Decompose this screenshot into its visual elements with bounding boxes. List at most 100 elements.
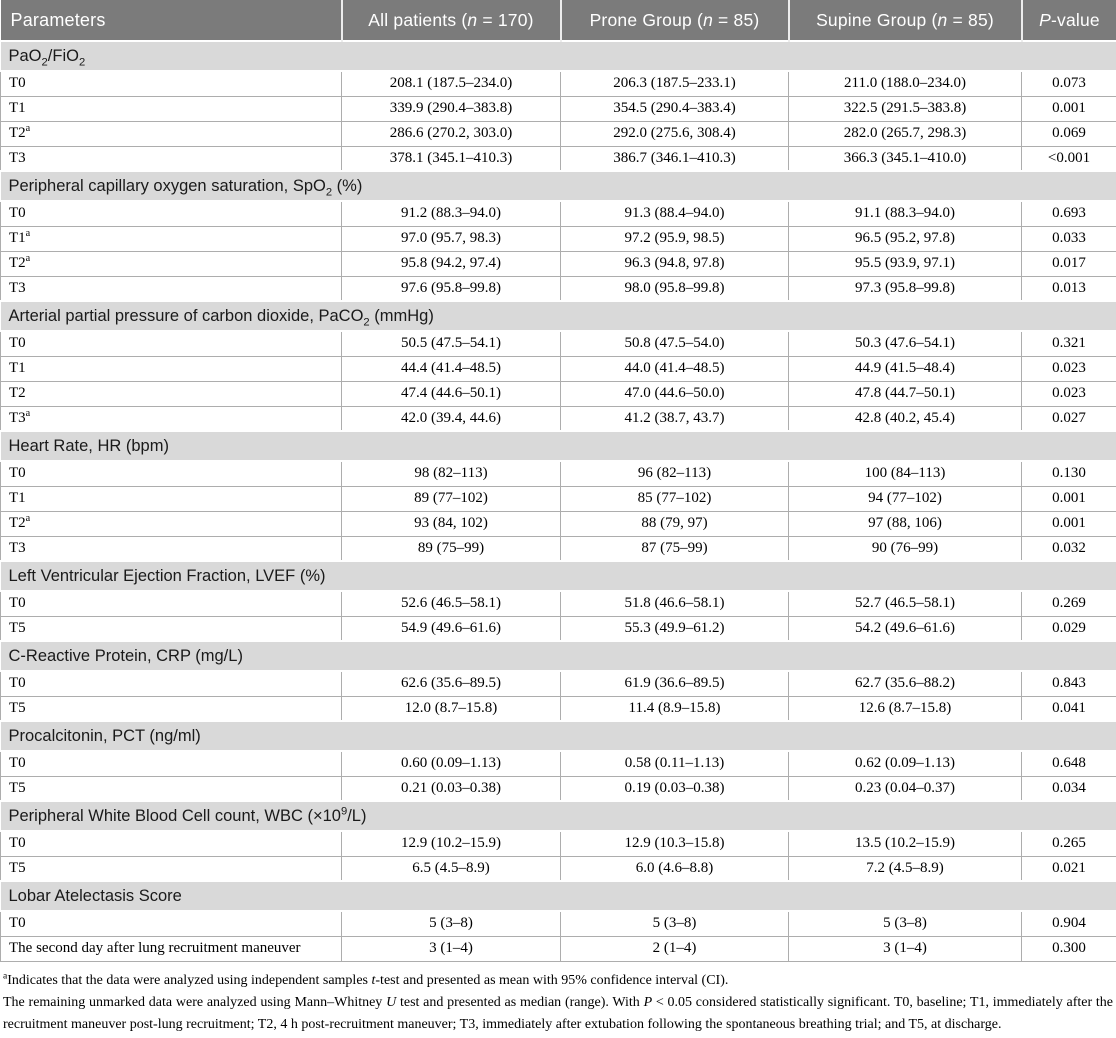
section-row: Procalcitonin, PCT (ng/ml) — [0, 720, 1116, 752]
value-cell: 286.6 (270.2, 303.0) — [341, 120, 561, 147]
row-label: T5 — [0, 855, 342, 882]
p-value-cell: 0.904 — [1021, 910, 1116, 937]
value-cell: 51.8 (46.6–58.1) — [560, 590, 789, 617]
section-header: C-Reactive Protein, CRP (mg/L) — [0, 640, 1116, 672]
table-row: T2 47.4 (44.6–50.1) 47.0 (44.6–50.0) 47.8 (… — [0, 380, 1116, 407]
row-label: T5 — [0, 695, 342, 722]
value-cell: 44.9 (41.5–48.4) — [788, 355, 1022, 382]
row-label: T0 — [0, 670, 342, 697]
p-value-cell: 0.021 — [1021, 855, 1116, 882]
section-header: Peripheral capillary oxygen saturation, … — [0, 170, 1116, 202]
p-value-cell: 0.001 — [1021, 95, 1116, 122]
value-cell: 97.3 (95.8–99.8) — [788, 275, 1022, 302]
table-row: T5 54.9 (49.6–61.6) 55.3 (49.9–61.2) 54.2 (… — [0, 615, 1116, 642]
table-row: T2a 95.8 (94.2, 97.4) 96.3 (94.8, 97.8) 95.… — [0, 250, 1116, 277]
row-label: T2a — [0, 120, 342, 147]
value-cell: 11.4 (8.9–15.8) — [560, 695, 789, 722]
table-row: T0 208.1 (187.5–234.0) 206.3 (187.5–233.1)… — [0, 70, 1116, 97]
table-row: T3 89 (75–99) 87 (75–99) 90 (76–99) 0.032 — [0, 535, 1116, 562]
table-row: The second day after lung recruitment ma… — [0, 935, 1116, 962]
value-cell: 2 (1–4) — [560, 935, 789, 962]
table-row: T1 44.4 (41.4–48.5) 44.0 (41.4–48.5) 44.9 (… — [0, 355, 1116, 382]
value-cell: 88 (79, 97) — [560, 510, 789, 537]
value-cell: 6.5 (4.5–8.9) — [341, 855, 561, 882]
results-table-header: Parameters All patients (n = 170) Prone … — [0, 0, 1116, 41]
value-cell: 5 (3–8) — [788, 910, 1022, 937]
section-row: Left Ventricular Ejection Fraction, LVEF… — [0, 560, 1116, 592]
p-value-cell: 0.041 — [1021, 695, 1116, 722]
section-row: Peripheral White Blood Cell count, WBC (… — [0, 800, 1116, 832]
value-cell: 98 (82–113) — [341, 460, 561, 487]
section-row: Heart Rate, HR (bpm) — [0, 430, 1116, 462]
p-value-cell: 0.033 — [1021, 225, 1116, 252]
p-value-cell: 0.321 — [1021, 330, 1116, 357]
value-cell: 12.9 (10.3–15.8) — [560, 830, 789, 857]
table-row: T0 52.6 (46.5–58.1) 51.8 (46.6–58.1) 52.7 (… — [0, 590, 1116, 617]
value-cell: 292.0 (275.6, 308.4) — [560, 120, 789, 147]
section-header: Heart Rate, HR (bpm) — [0, 430, 1116, 462]
value-cell: 89 (77–102) — [341, 485, 561, 512]
column-header-parameters: Parameters — [0, 0, 342, 41]
value-cell: 96.5 (95.2, 97.8) — [788, 225, 1022, 252]
table-row: T5 12.0 (8.7–15.8) 11.4 (8.9–15.8) 12.6 (8.… — [0, 695, 1116, 722]
value-cell: 44.4 (41.4–48.5) — [341, 355, 561, 382]
value-cell: 61.9 (36.6–89.5) — [560, 670, 789, 697]
row-label: T1 — [0, 485, 342, 512]
column-header-p-value: P-value — [1020, 0, 1116, 41]
p-value-cell: 0.034 — [1021, 775, 1116, 802]
value-cell: 42.8 (40.2, 45.4) — [788, 405, 1022, 432]
table-row: T5 0.21 (0.03–0.38) 0.19 (0.03–0.38) 0.23 (… — [0, 775, 1116, 802]
value-cell: 95.8 (94.2, 97.4) — [341, 250, 561, 277]
section-row: C-Reactive Protein, CRP (mg/L) — [0, 640, 1116, 672]
p-value-cell: 0.073 — [1021, 70, 1116, 97]
p-value-cell: <0.001 — [1021, 145, 1116, 172]
column-header-all-patients: All patients (n = 170) — [340, 0, 561, 41]
row-label: T2a — [0, 510, 342, 537]
value-cell: 97 (88, 106) — [788, 510, 1022, 537]
p-value-cell: 0.130 — [1021, 460, 1116, 487]
row-label: T2 — [0, 380, 342, 407]
value-cell: 378.1 (345.1–410.3) — [341, 145, 561, 172]
table-row: T0 0.60 (0.09–1.13) 0.58 (0.11–1.13) 0.62 (… — [0, 750, 1116, 777]
row-label: The second day after lung recruitment ma… — [0, 935, 342, 962]
row-label: T3 — [0, 275, 342, 302]
value-cell: 96 (82–113) — [560, 460, 789, 487]
p-value-cell: 0.001 — [1021, 485, 1116, 512]
p-value-cell: 0.017 — [1021, 250, 1116, 277]
value-cell: 12.9 (10.2–15.9) — [341, 830, 561, 857]
value-cell: 47.0 (44.6–50.0) — [560, 380, 789, 407]
value-cell: 3 (1–4) — [788, 935, 1022, 962]
p-value-cell: 0.300 — [1021, 935, 1116, 962]
table-row: T3a 42.0 (39.4, 44.6) 41.2 (38.7, 43.7) 42.… — [0, 405, 1116, 432]
value-cell: 3 (1–4) — [341, 935, 561, 962]
value-cell: 94 (77–102) — [788, 485, 1022, 512]
column-header-supine-group: Supine Group (n = 85) — [787, 0, 1022, 41]
value-cell: 0.19 (0.03–0.38) — [560, 775, 789, 802]
value-cell: 62.7 (35.6–88.2) — [788, 670, 1022, 697]
value-cell: 47.4 (44.6–50.1) — [341, 380, 561, 407]
p-value-cell: 0.648 — [1021, 750, 1116, 777]
value-cell: 366.3 (345.1–410.0) — [788, 145, 1022, 172]
section-header: Procalcitonin, PCT (ng/ml) — [0, 720, 1116, 752]
value-cell: 62.6 (35.6–89.5) — [341, 670, 561, 697]
value-cell: 5 (3–8) — [341, 910, 561, 937]
value-cell: 208.1 (187.5–234.0) — [341, 70, 561, 97]
table-row: T1 339.9 (290.4–383.8) 354.5 (290.4–383.4)… — [0, 95, 1116, 122]
value-cell: 50.3 (47.6–54.1) — [788, 330, 1022, 357]
value-cell: 386.7 (346.1–410.3) — [560, 145, 789, 172]
p-value-cell: 0.693 — [1021, 200, 1116, 227]
footnote-ttest: aIndicates that the data were analyzed u… — [3, 970, 729, 988]
section-row: Peripheral capillary oxygen saturation, … — [0, 170, 1116, 202]
row-label: T0 — [0, 70, 342, 97]
value-cell: 100 (84–113) — [788, 460, 1022, 487]
value-cell: 354.5 (290.4–383.4) — [560, 95, 789, 122]
p-value-cell: 0.013 — [1021, 275, 1116, 302]
value-cell: 50.5 (47.5–54.1) — [341, 330, 561, 357]
p-value-cell: 0.027 — [1021, 405, 1116, 432]
p-value-cell: 0.265 — [1021, 830, 1116, 857]
table-row: T0 62.6 (35.6–89.5) 61.9 (36.6–89.5) 62.7 (… — [0, 670, 1116, 697]
value-cell: 339.9 (290.4–383.8) — [341, 95, 561, 122]
value-cell: 47.8 (44.7–50.1) — [788, 380, 1022, 407]
value-cell: 87 (75–99) — [560, 535, 789, 562]
